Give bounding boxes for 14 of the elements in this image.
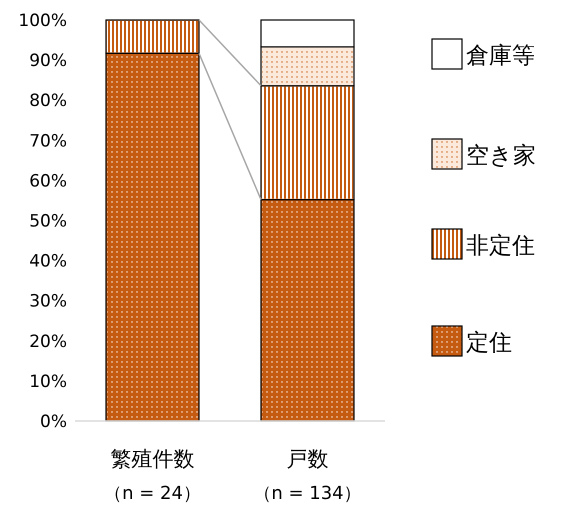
y-tick-label: 40% [29, 252, 67, 272]
y-tick-label: 20% [29, 332, 67, 352]
y-tick-label: 80% [29, 91, 67, 112]
y-tick-label: 0% [40, 412, 67, 432]
y-tick-label: 100% [18, 11, 67, 31]
y-tick-label: 90% [29, 51, 67, 72]
legend-label: 倉庫等 [466, 43, 535, 69]
x-tick-label: 戸数（n = 134） [253, 447, 362, 504]
y-tick-label: 50% [29, 212, 67, 232]
y-tick-label: 30% [29, 292, 67, 312]
y-tick-label: 10% [29, 372, 67, 392]
y-tick-label: 70% [29, 131, 67, 152]
y-tick-label: 60% [29, 171, 67, 192]
x-tick-label: 繁殖件数（n = 24） [104, 447, 201, 504]
